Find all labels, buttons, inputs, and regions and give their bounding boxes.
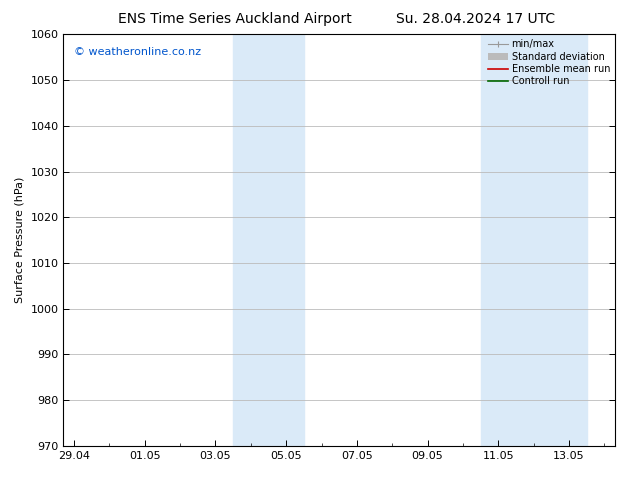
Text: Su. 28.04.2024 17 UTC: Su. 28.04.2024 17 UTC — [396, 12, 555, 26]
Y-axis label: Surface Pressure (hPa): Surface Pressure (hPa) — [15, 177, 25, 303]
Legend: min/max, Standard deviation, Ensemble mean run, Controll run: min/max, Standard deviation, Ensemble me… — [486, 37, 612, 88]
Bar — [233, 34, 304, 446]
Bar — [481, 34, 586, 446]
Text: ENS Time Series Auckland Airport: ENS Time Series Auckland Airport — [118, 12, 351, 26]
Text: © weatheronline.co.nz: © weatheronline.co.nz — [74, 47, 202, 57]
